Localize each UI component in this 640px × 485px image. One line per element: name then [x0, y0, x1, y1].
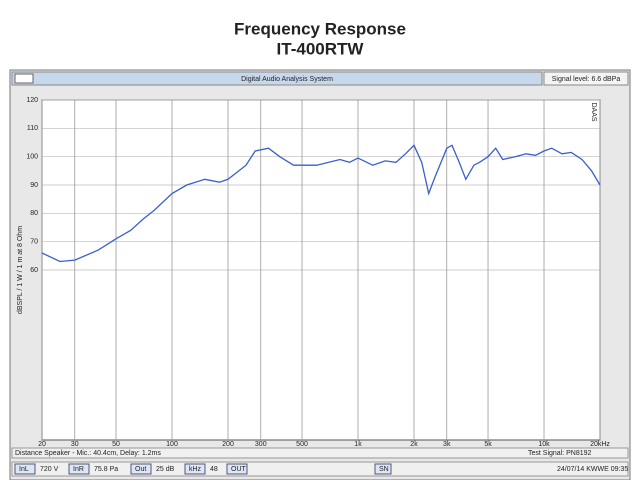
chart-title: Frequency Response — [234, 19, 406, 38]
watermark: DAAS — [590, 102, 597, 121]
y-tick-label: 90 — [30, 182, 38, 189]
y-tick-label: 110 — [27, 125, 38, 132]
status-button[interactable] — [184, 463, 206, 475]
y-tick-label: 120 — [26, 97, 38, 104]
status-value: 48 — [210, 466, 218, 473]
x-tick-label: 200 — [222, 441, 234, 448]
x-tick-label: 1k — [354, 441, 362, 448]
y-tick-label: 80 — [30, 210, 38, 217]
x-tick-label: 100 — [166, 441, 178, 448]
status-button[interactable] — [226, 463, 248, 475]
status-button-label[interactable]: SN — [379, 466, 389, 473]
x-tick-label: 10k — [538, 441, 550, 448]
status-button-label[interactable]: kHz — [189, 466, 202, 473]
x-tick-label: 20kHz — [590, 441, 610, 448]
signal-box — [543, 71, 629, 86]
title-bar — [11, 71, 543, 86]
status-button[interactable] — [130, 463, 152, 475]
x-tick-label: 300 — [255, 441, 267, 448]
y-tick-label: 70 — [30, 239, 38, 246]
x-tick-label: 30 — [71, 441, 79, 448]
signal-level: Signal level: 6.6 dBPa — [552, 76, 621, 83]
info-bar — [11, 447, 629, 459]
series-line — [41, 144, 601, 263]
status-value: 25 dB — [156, 466, 175, 473]
status-button-label[interactable]: InL — [19, 466, 29, 473]
x-tick-label: 3k — [443, 441, 451, 448]
x-tick-label: 20 — [38, 441, 46, 448]
x-tick-label: 50 — [112, 441, 120, 448]
y-axis-label: dBSPL / 1 W / 1 m at 8 Ohm — [17, 226, 24, 314]
footer-left: Distance Speaker - Mic.: 40.4cm, Delay: … — [15, 450, 161, 457]
status-button[interactable] — [68, 463, 90, 475]
x-tick-label: 500 — [296, 441, 308, 448]
status-button-label[interactable]: OUT — [231, 466, 247, 473]
status-bar — [11, 461, 629, 477]
window-icon[interactable] — [14, 73, 34, 84]
window-title: Digital Audio Analysis System — [241, 76, 333, 83]
x-tick-label: 5k — [484, 441, 492, 448]
footer-right: Test Signal: PN8192 — [528, 450, 592, 457]
y-tick-label: 60 — [30, 267, 38, 274]
status-button-label[interactable]: InR — [73, 466, 84, 473]
chart-subtitle: IT-400RTW — [277, 39, 365, 58]
y-tick-label: 100 — [26, 154, 38, 161]
status-button[interactable] — [374, 463, 392, 475]
x-tick-label: 2k — [410, 441, 418, 448]
status-value: 24/07/14 KWWE 09:35 — [557, 466, 628, 473]
status-value: 75.8 Pa — [94, 466, 118, 473]
status-button-label[interactable]: Out — [135, 466, 146, 473]
status-value: 720 V — [40, 466, 59, 473]
status-button[interactable] — [14, 463, 36, 475]
